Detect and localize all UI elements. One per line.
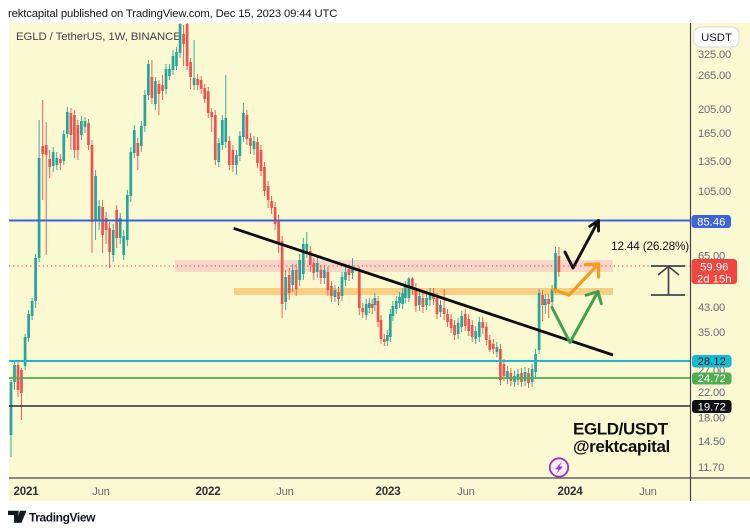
svg-text:2023: 2023	[376, 485, 402, 498]
svg-text:EGLD/USDT: EGLD/USDT	[573, 420, 669, 439]
svg-text:14.50: 14.50	[698, 436, 725, 448]
svg-text:205.00: 205.00	[698, 104, 731, 116]
svg-text:2022: 2022	[196, 485, 221, 498]
svg-text:2024: 2024	[558, 485, 584, 498]
svg-text:85.46: 85.46	[697, 216, 725, 228]
svg-text:28.12: 28.12	[698, 356, 726, 368]
svg-text:11.70: 11.70	[698, 462, 724, 474]
svg-text:Jun: Jun	[92, 486, 109, 498]
svg-text:TradingView: TradingView	[29, 511, 96, 525]
svg-text:EGLD / TetherUS, 1W, BINANCE: EGLD / TetherUS, 1W, BINANCE	[16, 31, 181, 43]
svg-text:135.00: 135.00	[698, 156, 731, 168]
svg-text:105.00: 105.00	[698, 186, 731, 198]
svg-text:2021: 2021	[14, 485, 40, 498]
svg-text:265.00: 265.00	[698, 70, 731, 82]
svg-text:22.00: 22.00	[698, 387, 725, 399]
svg-text:35.00: 35.00	[698, 327, 725, 339]
svg-text:@rektcapital: @rektcapital	[573, 437, 670, 456]
svg-text:Jun: Jun	[639, 486, 656, 498]
svg-text:43.00: 43.00	[698, 302, 725, 314]
svg-text:18.00: 18.00	[698, 413, 725, 425]
svg-text:2d 15h: 2d 15h	[697, 273, 732, 285]
svg-text:Jun: Jun	[457, 486, 474, 498]
svg-text:325.00: 325.00	[698, 49, 731, 61]
svg-text:Jun: Jun	[276, 486, 293, 498]
svg-text:59.96: 59.96	[700, 261, 728, 273]
svg-text:12.44 (26.28%): 12.44 (26.28%)	[611, 239, 689, 253]
svg-text:USDT: USDT	[701, 32, 732, 44]
svg-text:rektcapital published on Tradi: rektcapital published on TradingView.com…	[8, 8, 337, 20]
svg-text:165.00: 165.00	[698, 128, 731, 140]
svg-text:24.72: 24.72	[698, 373, 726, 385]
svg-text:19.72: 19.72	[698, 401, 726, 413]
